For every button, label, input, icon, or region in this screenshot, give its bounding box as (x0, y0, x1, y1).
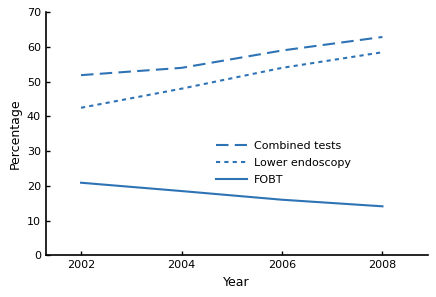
Legend: Combined tests, Lower endoscopy, FOBT: Combined tests, Lower endoscopy, FOBT (212, 137, 355, 189)
X-axis label: Year: Year (224, 276, 250, 289)
Y-axis label: Percentage: Percentage (8, 99, 21, 169)
